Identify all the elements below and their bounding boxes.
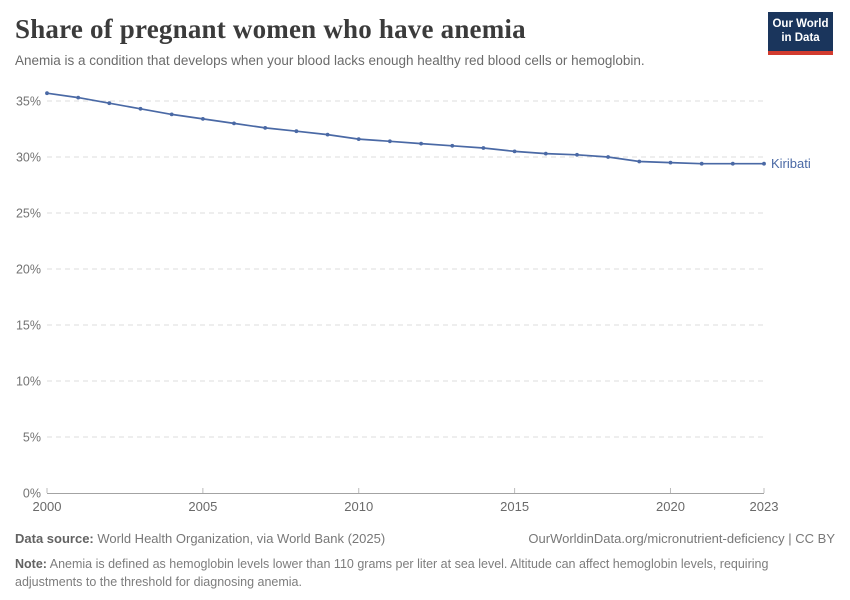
data-point-2000[interactable] bbox=[45, 91, 49, 96]
note-label: Note: bbox=[15, 557, 47, 571]
data-point-2010[interactable] bbox=[356, 137, 361, 141]
data-point-2012[interactable] bbox=[419, 141, 423, 146]
data-point-2017[interactable] bbox=[575, 152, 579, 157]
data-point-2022[interactable] bbox=[730, 161, 735, 166]
data-point-2011[interactable] bbox=[388, 139, 392, 144]
note-value: Anemia is defined as hemoglobin levels l… bbox=[15, 557, 769, 590]
y-axis-label-0: 0% bbox=[23, 487, 41, 501]
attribution-link[interactable]: OurWorldinData.org/micronutrient-deficie… bbox=[528, 531, 835, 546]
owid-logo[interactable]: Our World in Data bbox=[768, 12, 833, 55]
data-point-2016[interactable] bbox=[543, 151, 548, 156]
data-point-2002[interactable] bbox=[107, 101, 112, 106]
kiribati-line[interactable] bbox=[46, 92, 765, 165]
y-axis-label-5: 5% bbox=[23, 431, 41, 445]
owid-logo-line2: in Data bbox=[781, 31, 820, 44]
data-point-2020[interactable] bbox=[668, 160, 673, 165]
page-title: Share of pregnant women who have anemia bbox=[15, 14, 526, 44]
chart-footer: Data source: World Health Organization, … bbox=[15, 531, 835, 591]
y-axis-label-25: 25% bbox=[16, 207, 41, 221]
data-point-2005[interactable] bbox=[201, 117, 205, 121]
chart-note: Note: Anemia is defined as hemoglobin le… bbox=[15, 555, 813, 591]
x-axis-label-2000: 2000 bbox=[33, 499, 62, 514]
y-axis-label-30: 30% bbox=[16, 151, 41, 165]
line-chart[interactable]: 0% 5% 10% 15% 20% 25% 30% 35% 2000 2005 2010 2015 20… bbox=[0, 80, 850, 525]
data-point-2007[interactable] bbox=[263, 126, 268, 130]
x-axis-label-2020: 2020 bbox=[656, 499, 685, 514]
data-point-2019[interactable] bbox=[637, 159, 642, 164]
data-point-2009[interactable] bbox=[325, 132, 330, 137]
y-axis-label-15: 15% bbox=[16, 319, 41, 333]
x-axis-label-2010: 2010 bbox=[344, 499, 373, 514]
data-point-2001[interactable] bbox=[76, 95, 81, 100]
data-point-2015[interactable] bbox=[512, 149, 517, 154]
data-source-label: Data source: bbox=[15, 531, 94, 546]
data-point-2006[interactable] bbox=[232, 121, 236, 126]
data-source-value: World Health Organization, via World Ban… bbox=[93, 531, 386, 546]
data-point-2014[interactable] bbox=[481, 146, 486, 150]
owid-logo-line1: Our World bbox=[772, 18, 829, 31]
data-point-2003[interactable] bbox=[138, 106, 143, 111]
data-point-2021[interactable] bbox=[699, 161, 704, 166]
data-point-2023[interactable] bbox=[762, 161, 766, 166]
data-point-2004[interactable] bbox=[169, 112, 174, 117]
y-axis-label-10: 10% bbox=[16, 375, 41, 389]
y-axis-label-35: 35% bbox=[16, 95, 41, 109]
x-axis-label-2023: 2023 bbox=[750, 499, 779, 514]
x-axis-label-2005: 2005 bbox=[188, 499, 217, 514]
data-point-2018[interactable] bbox=[606, 155, 610, 159]
series-label-kiribati[interactable]: Kiribati bbox=[771, 156, 811, 171]
data-point-2008[interactable] bbox=[294, 129, 299, 134]
page-subtitle: Anemia is a condition that develops when… bbox=[15, 53, 645, 68]
y-axis-label-20: 20% bbox=[16, 263, 41, 277]
data-point-2013[interactable] bbox=[450, 143, 455, 148]
data-source-text: Data source: World Health Organization, … bbox=[15, 531, 385, 546]
x-axis-label-2015: 2015 bbox=[500, 499, 529, 514]
